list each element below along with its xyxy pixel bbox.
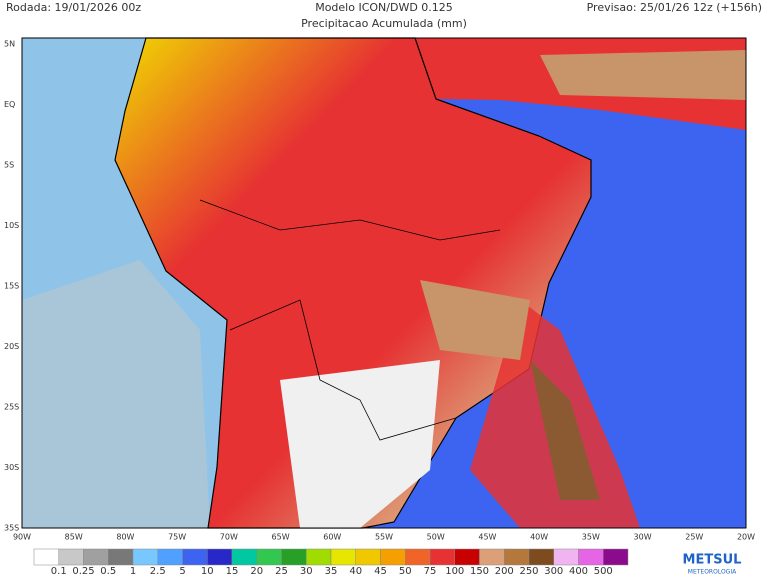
lon-label: 35W [582,533,600,542]
dry-region [280,360,440,528]
lon-label: 80W [116,533,134,542]
legend-label: 200 [495,566,514,576]
legend-swatch [528,548,554,566]
model: Modelo ICON/DWD 0.125 [315,1,453,14]
legend-label: 45 [374,566,387,576]
lat-label: 25S [4,403,19,412]
legend-swatch [429,548,455,566]
legend-label: 10 [201,566,214,576]
legend-label: 0.5 [100,566,116,576]
subtitle: Precipitacao Acumulada (mm) [301,17,467,30]
lon-label: 25W [685,533,703,542]
legend-swatch [454,548,480,566]
lon-label: 60W [323,533,341,542]
lat-label: 20S [4,342,19,351]
legend-label: 50 [399,566,412,576]
legend-swatch [306,548,332,566]
legend-swatch [256,548,282,566]
legend-swatch [405,548,431,566]
legend-label: 150 [470,566,489,576]
run-time: Rodada: 19/01/2026 00z [6,1,141,14]
legend-swatch [380,548,406,566]
legend-label: 250 [519,566,538,576]
legend-swatch [132,548,158,566]
legend-label: 40 [349,566,362,576]
forecast-time: Previsao: 25/01/26 12z (+156h) [587,1,762,14]
legend-label: 100 [445,566,464,576]
legend-label: 1 [130,566,136,576]
legend-label: 35 [325,566,338,576]
lon-label: 40W [530,533,548,542]
border [199,199,501,241]
legend-label: 5 [179,566,185,576]
legend-swatch [157,548,183,566]
lat-label: 35S [4,524,19,533]
lat-label: EQ [4,100,15,109]
logo-name: METSUL [683,553,742,568]
legend-label: 2.5 [150,566,166,576]
legend-swatch [58,548,84,566]
legend-label: 15 [226,566,239,576]
legend-label: 75 [424,566,437,576]
southeast-heavy [420,280,530,360]
legend-swatch [553,548,579,566]
lon-label: 85W [65,533,83,542]
pacific-dry [22,260,210,528]
lon-label: 75W [168,533,186,542]
lon-label: 30W [634,533,652,542]
lon-label: 55W [375,533,393,542]
legend-label: 0.1 [51,566,67,576]
lat-label: 30S [4,463,19,472]
legend-label: 300 [544,566,563,576]
legend-swatch [330,548,356,566]
logo-tagline: METEOROLOGIA [688,569,737,576]
legend-swatch [182,548,208,566]
legend-swatch [83,548,109,566]
legend-swatch [108,548,134,566]
legend-swatch [281,548,307,566]
legend-label: 25 [275,566,288,576]
map [21,37,747,529]
legend-swatch [355,548,381,566]
legend-swatch [231,548,257,566]
legend-swatch [504,548,530,566]
border [229,299,457,441]
legend-label: 20 [250,566,263,576]
lon-label: 20W [737,533,755,542]
legend-swatch [603,548,629,566]
legend-label: 30 [300,566,313,576]
legend-swatch [207,548,233,566]
legend-swatch [479,548,505,566]
lon-label: 65W [272,533,290,542]
itcz-core [540,50,746,100]
lon-label: 70W [220,533,238,542]
sacz-core [530,360,600,500]
lon-label: 90W [13,533,31,542]
lon-label: 45W [478,533,496,542]
lat-label: 10S [4,221,19,230]
lat-label: 5N [4,40,15,49]
legend-label: 400 [569,566,588,576]
lat-label: 15S [4,282,19,291]
map-frame [21,37,747,529]
legend-swatch [33,548,59,566]
legend-swatch [578,548,604,566]
legend-label: 500 [594,566,613,576]
legend-label: 0.25 [72,566,94,576]
lon-label: 50W [427,533,445,542]
lat-label: 5S [4,161,14,170]
